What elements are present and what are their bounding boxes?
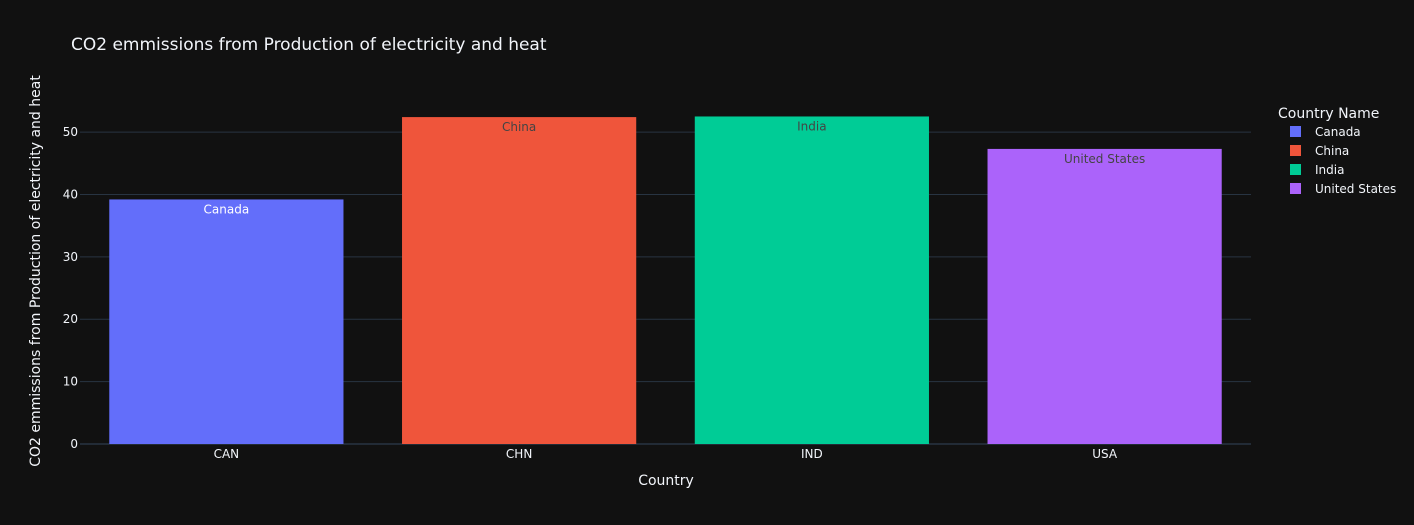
bars: [109, 116, 1222, 444]
y-axis-title: CO2 emmissions from Production of electr…: [28, 75, 44, 467]
y-axis-ticks: 0 10 20 30 40 50: [63, 125, 78, 451]
legend-swatch: [1290, 164, 1301, 175]
legend-title: Country Name: [1278, 106, 1379, 122]
x-tick-label: CHN: [506, 447, 532, 461]
y-tick-label: 20: [63, 312, 78, 326]
bar-labels: Canada China India United States: [204, 119, 1146, 216]
legend[interactable]: Country Name Canada China India United Stat…: [1278, 106, 1396, 196]
bar-ind[interactable]: [694, 116, 929, 444]
x-axis-title: Country: [638, 473, 694, 489]
legend-label: China: [1315, 144, 1349, 158]
legend-swatch: [1290, 126, 1301, 137]
legend-label: India: [1315, 163, 1344, 177]
y-tick-label: 10: [63, 375, 78, 389]
bar-label: China: [502, 120, 536, 134]
y-tick-label: 0: [70, 437, 78, 451]
legend-swatch: [1290, 145, 1301, 156]
x-tick-label: IND: [801, 447, 823, 461]
x-tick-label: CAN: [214, 447, 240, 461]
legend-items[interactable]: Canada China India United States: [1290, 125, 1396, 196]
y-tick-label: 50: [63, 125, 78, 139]
legend-item-chn[interactable]: China: [1290, 144, 1349, 158]
x-tick-label: USA: [1092, 447, 1118, 461]
bar-can[interactable]: [109, 199, 344, 444]
x-axis-ticks: CAN CHN IND USA: [214, 447, 1118, 461]
legend-label: Canada: [1315, 125, 1361, 139]
chart-title: CO2 emmissions from Production of electr…: [71, 35, 547, 55]
legend-swatch: [1290, 183, 1301, 194]
legend-label: United States: [1315, 182, 1396, 196]
legend-item-usa[interactable]: United States: [1290, 182, 1396, 196]
legend-item-ind[interactable]: India: [1290, 163, 1344, 177]
bar-usa[interactable]: [987, 148, 1222, 444]
bar-label: United States: [1064, 152, 1145, 166]
legend-item-can[interactable]: Canada: [1290, 125, 1361, 139]
bar-chn[interactable]: [402, 117, 637, 444]
bar-label: Canada: [204, 202, 250, 216]
y-tick-label: 40: [63, 187, 78, 201]
bar-label: India: [797, 119, 826, 133]
y-tick-label: 30: [63, 250, 78, 264]
